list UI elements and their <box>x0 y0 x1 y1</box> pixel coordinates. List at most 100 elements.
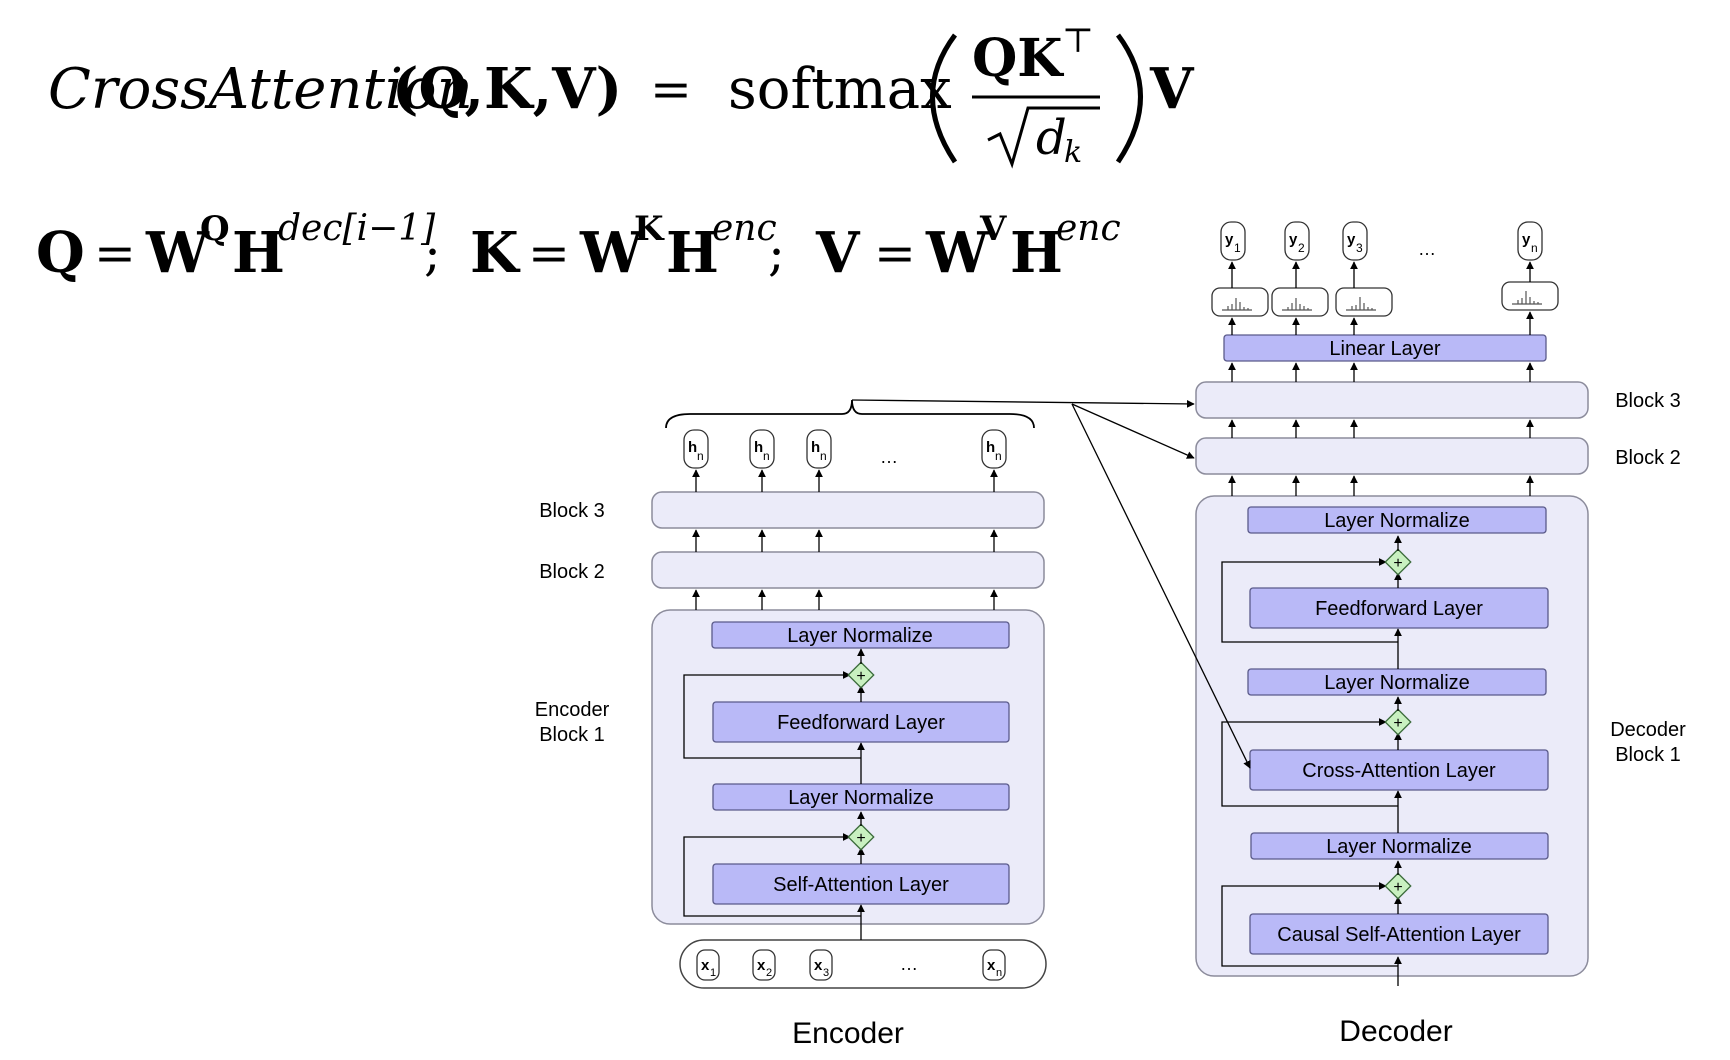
svg-text:3: 3 <box>823 967 829 979</box>
encoder-input-token-3: x 3 <box>809 949 833 981</box>
decoder-linear-layer <box>1223 334 1547 362</box>
svg-text:1: 1 <box>710 967 716 979</box>
encoder-feedforward-label: Feedforward Layer <box>777 712 945 734</box>
decoder-layer-normalize-2-label: Layer Normalize <box>1324 672 1470 694</box>
svg-text:x: x <box>814 957 823 974</box>
decoder-layer-normalize-3 <box>1250 832 1549 860</box>
svg-text:+: + <box>856 830 865 847</box>
decoder-feedforward-label: Feedforward Layer <box>1315 598 1483 620</box>
encoder-layer-normalize-top-label: Layer Normalize <box>787 625 933 647</box>
svg-text:h: h <box>811 439 820 456</box>
left-paren-shape <box>930 33 958 164</box>
encoder-output-token-2: h n <box>749 429 775 469</box>
decoder-output-token-1: y 1 <box>1220 221 1246 261</box>
encoder-caption: Encoder <box>792 1017 904 1050</box>
svg-text:n: n <box>1531 241 1538 255</box>
eq1-denominator-sub: k <box>1064 135 1082 170</box>
encoder-add-node-2: + <box>847 661 875 689</box>
decoder-layer-normalize-3-label: Layer Normalize <box>1326 836 1472 858</box>
decoder-block-1-label-line2: Block 1 <box>1615 744 1681 766</box>
decoder-output-ellipsis: … <box>1418 239 1436 259</box>
svg-text:h: h <box>688 439 697 456</box>
decoder-add-node-2: + <box>1384 708 1412 736</box>
decoder-layer-normalize-1 <box>1247 506 1547 534</box>
svg-text:y: y <box>1289 231 1298 248</box>
decoder-distribution-1 <box>1211 287 1269 317</box>
decoder-output-token-3: y 3 <box>1342 221 1368 261</box>
eq2-v-w: W <box>925 220 990 286</box>
svg-text:y: y <box>1347 231 1356 248</box>
decoder-distribution-n <box>1501 281 1559 311</box>
encoder-block-1-label-line1: Encoder <box>535 699 610 721</box>
encoder-input-token-1: x 1 <box>696 949 720 981</box>
svg-text:+: + <box>856 668 865 685</box>
svg-text:y: y <box>1522 231 1531 248</box>
encoder-self-attention-label: Self-Attention Layer <box>773 874 949 896</box>
svg-text:x: x <box>701 957 710 974</box>
eq2-v-h: H <box>1010 220 1063 286</box>
encoder-input-token-n: x n <box>982 949 1006 981</box>
encoder-add-node-1: + <box>847 823 875 851</box>
encoder-block-3 <box>651 491 1045 529</box>
encoder-output-token-3: h n <box>806 429 832 469</box>
encoder-output-token-1: h n <box>683 429 709 469</box>
decoder-layer-normalize-2 <box>1247 668 1547 696</box>
svg-text:x: x <box>757 957 766 974</box>
svg-text:+: + <box>1393 555 1402 572</box>
decoder-block-3 <box>1195 381 1589 419</box>
svg-text:x: x <box>987 957 996 974</box>
encoder-block-2 <box>651 551 1045 589</box>
eq1-denominator-var: d <box>1036 110 1067 166</box>
decoder-add-node-1: + <box>1384 872 1412 900</box>
eq2-k-lhs: K <box>470 220 521 286</box>
decoder-caption: Decoder <box>1339 1015 1452 1048</box>
encoder-block-1 <box>651 609 1045 925</box>
svg-text:h: h <box>754 439 763 456</box>
decoder-linear-label: Linear Layer <box>1329 338 1441 360</box>
svg-text:1: 1 <box>1234 241 1241 255</box>
decoder-block-3-label: Block 3 <box>1615 390 1681 412</box>
encoder-input-token-2: x 2 <box>752 949 776 981</box>
decoder-distribution-3 <box>1335 287 1393 317</box>
encoder-output-brace <box>665 399 1035 429</box>
svg-text:n: n <box>995 449 1002 463</box>
eq2-q-w-sup: Q <box>200 209 230 249</box>
svg-text:n: n <box>996 967 1002 979</box>
eq2-k-w-sup: K <box>634 209 665 249</box>
decoder-causal-self-attention-label: Causal Self-Attention Layer <box>1277 924 1521 946</box>
decoder-feedforward-layer <box>1249 587 1549 629</box>
decoder-distribution-2 <box>1271 287 1329 317</box>
svg-text:n: n <box>697 449 704 463</box>
eq2-k-w: W <box>579 220 644 286</box>
decoder-block-2-label: Block 2 <box>1615 447 1681 469</box>
eq1-numerator: QK <box>972 28 1064 89</box>
decoder-layer-normalize-1-label: Layer Normalize <box>1324 510 1470 532</box>
encoder-output-token-n: h n <box>981 429 1007 469</box>
encoder-to-decoder-connections <box>851 399 1251 769</box>
decoder-block-1-label-line1: Decoder <box>1610 719 1686 741</box>
eq1-equals: = <box>650 60 692 118</box>
decoder-cross-attention-layer <box>1249 749 1549 791</box>
eq2-v-lhs: V <box>815 220 861 286</box>
svg-text:2: 2 <box>1298 241 1305 255</box>
eq2-q-equals: = <box>94 224 136 282</box>
encoder-layer-normalize-top <box>711 621 1010 649</box>
eq2-k-h-sup: enc <box>712 208 777 249</box>
eq2-q-lhs: Q <box>36 220 85 286</box>
encoder-input-ellipsis: … <box>900 954 918 974</box>
right-paren-shape <box>1115 33 1143 164</box>
svg-text:+: + <box>1393 715 1402 732</box>
eq2-q-w: W <box>145 220 210 286</box>
decoder-block-2 <box>1195 437 1589 475</box>
eq2-sep-1: ; <box>424 224 441 282</box>
svg-text:n: n <box>763 449 770 463</box>
encoder-layer-normalize-bottom-label: Layer Normalize <box>788 787 934 809</box>
svg-text:y: y <box>1225 231 1234 248</box>
eq2-q-h: H <box>232 220 285 286</box>
eq1-trailing: V <box>1149 56 1195 122</box>
eq2-k-equals: = <box>528 224 570 282</box>
decoder-causal-self-attention-layer <box>1249 913 1549 955</box>
decoder-output-token-2: y 2 <box>1284 221 1310 261</box>
